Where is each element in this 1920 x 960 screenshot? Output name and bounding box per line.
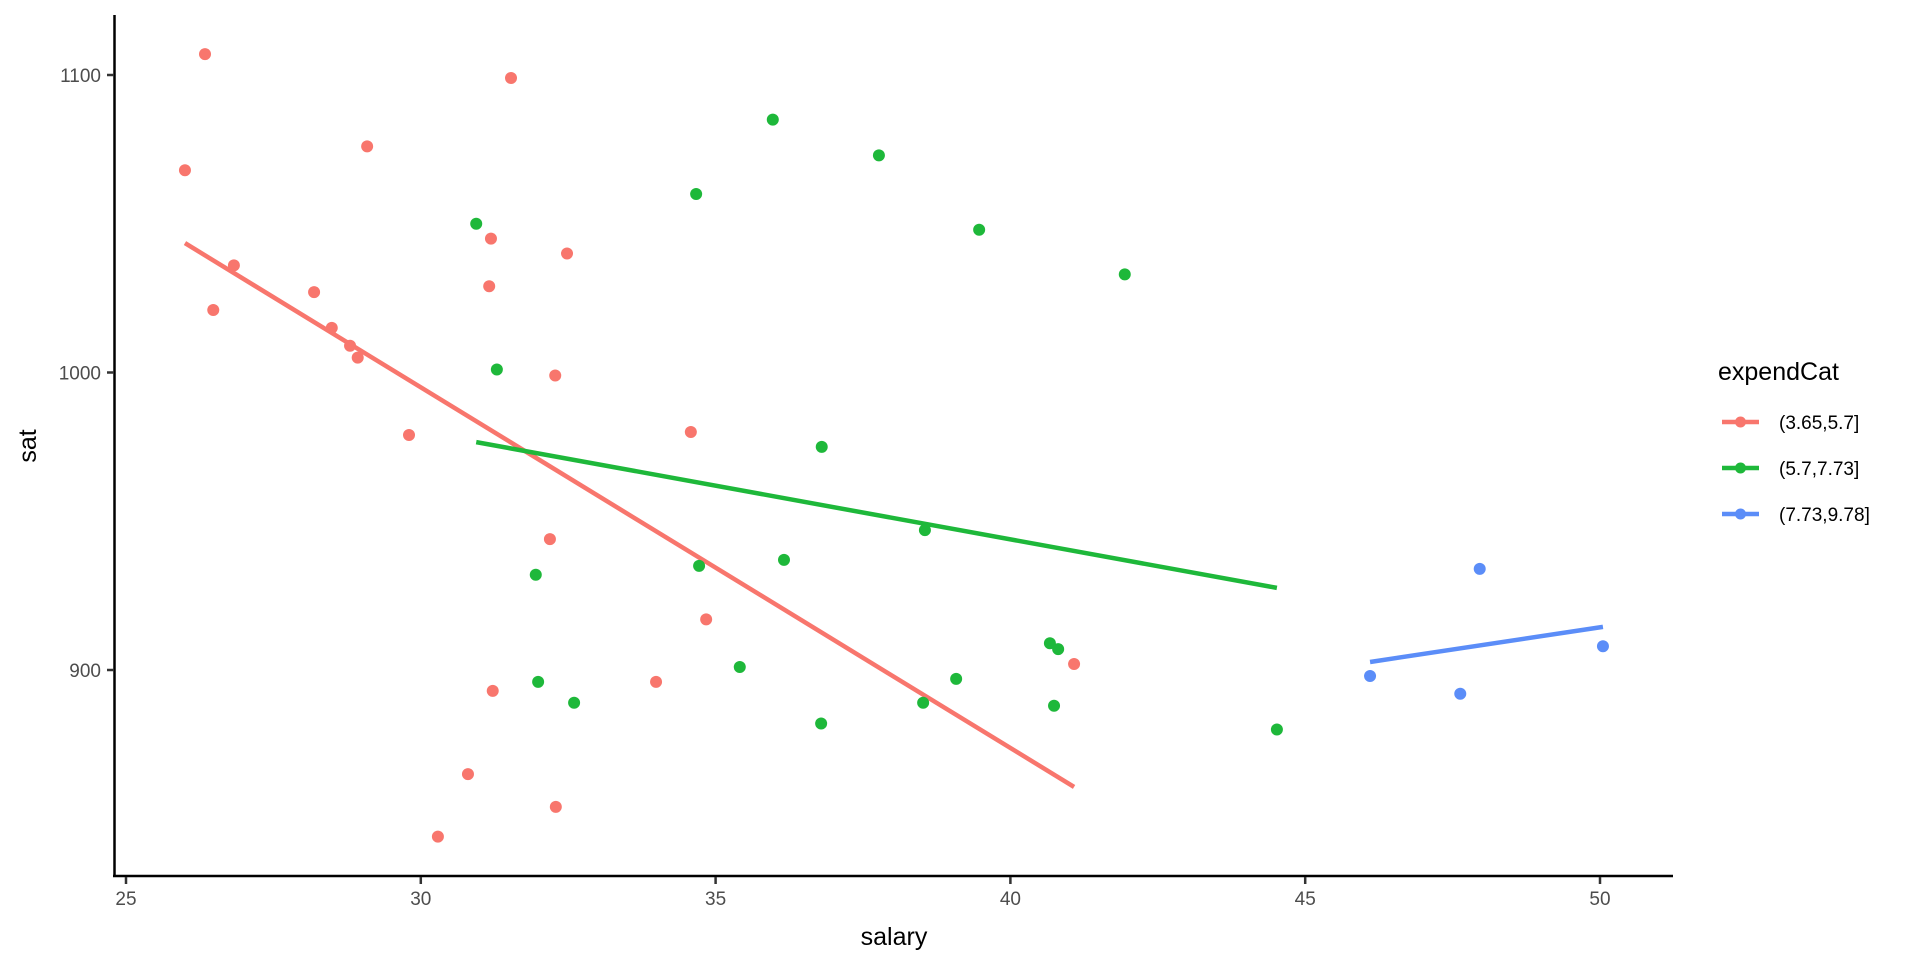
data-point [199, 48, 212, 61]
fit-line-series-2 [1369, 624, 1604, 665]
y-tick-label: 900 [69, 661, 101, 682]
legend-key-dot-icon [1735, 416, 1746, 428]
data-point [227, 259, 240, 272]
data-point [766, 113, 779, 126]
x-tick-label: 25 [115, 889, 136, 910]
data-point [486, 684, 499, 697]
data-point [700, 613, 713, 626]
data-point [532, 675, 545, 688]
legend-label: (7.73,9.78] [1779, 505, 1870, 526]
data-point [351, 351, 364, 364]
data-point [872, 149, 885, 162]
legend-items: (3.65,5.7] (5.7,7.73] (7.73,9.78] [1722, 413, 1870, 526]
data-point [529, 568, 542, 581]
x-tick-label: 40 [1000, 889, 1021, 910]
data-point [815, 440, 828, 453]
regression-lines [183, 241, 1604, 789]
data-point [1048, 699, 1061, 712]
data-point [684, 426, 697, 438]
data-point [1118, 268, 1131, 281]
data-points [178, 48, 1609, 843]
plot-panel [178, 48, 1609, 843]
data-point [693, 559, 706, 572]
data-point [178, 164, 191, 177]
data-point [561, 247, 574, 260]
data-point [1068, 658, 1081, 671]
data-point [568, 696, 581, 709]
data-point [431, 830, 444, 843]
data-point [325, 321, 338, 334]
data-point [917, 696, 930, 709]
legend: expendCat (3.65,5.7] (5.7,7.73] (7.73,9.78… [1718, 358, 1870, 526]
data-point [777, 553, 790, 566]
data-point [1043, 637, 1056, 650]
data-point [490, 363, 503, 376]
data-point [505, 71, 518, 84]
x-axis-title: salary [861, 923, 928, 951]
x-tick-label: 35 [705, 889, 726, 910]
data-point [484, 232, 497, 245]
data-point [549, 369, 562, 382]
fit-line-series-1 [475, 439, 1278, 591]
data-point [549, 800, 562, 813]
legend-key-dot-icon [1735, 462, 1746, 474]
data-point [690, 188, 703, 200]
data-point [1454, 687, 1467, 700]
data-point [361, 140, 374, 153]
legend-label: (3.65,5.7] [1779, 413, 1859, 434]
legend-item: (5.7,7.73] [1722, 459, 1859, 480]
legend-title: expendCat [1718, 358, 1839, 386]
data-point [918, 524, 931, 537]
legend-label: (5.7,7.73] [1779, 459, 1859, 480]
data-point [1364, 669, 1377, 682]
data-point [207, 304, 220, 317]
legend-key-dot-icon [1735, 508, 1746, 520]
data-point [470, 217, 483, 230]
data-point [1596, 640, 1609, 653]
y-axis-title: sat [14, 429, 42, 462]
data-point [815, 717, 828, 730]
data-point [344, 339, 357, 352]
legend-item: (7.73,9.78] [1722, 505, 1870, 526]
x-tick-label: 50 [1589, 889, 1610, 910]
data-point [461, 768, 474, 781]
x-tick-label: 45 [1295, 889, 1316, 910]
data-point [1052, 643, 1065, 656]
data-point [950, 672, 963, 685]
y-tick-label: 1100 [60, 66, 101, 87]
x-tick-label: 30 [410, 889, 431, 910]
legend-item: (3.65,5.7] [1722, 413, 1859, 434]
y-tick-label: 1000 [59, 364, 101, 385]
x-axis-ticks: 25 30 35 40 45 50 [115, 877, 1611, 910]
data-point [650, 675, 663, 688]
y-axis: 900 1000 1100 sat [14, 15, 116, 877]
data-point [308, 286, 321, 299]
y-axis-ticks: 900 1000 1100 [59, 66, 114, 682]
data-point [1473, 562, 1486, 575]
data-point [543, 533, 556, 546]
data-point [733, 661, 746, 674]
fit-line-series-0 [183, 241, 1076, 789]
x-axis: 25 30 35 40 45 50 salary [113, 874, 1673, 951]
data-point [973, 223, 986, 236]
data-point [483, 280, 496, 293]
data-point [403, 428, 416, 441]
data-point [1270, 723, 1283, 736]
